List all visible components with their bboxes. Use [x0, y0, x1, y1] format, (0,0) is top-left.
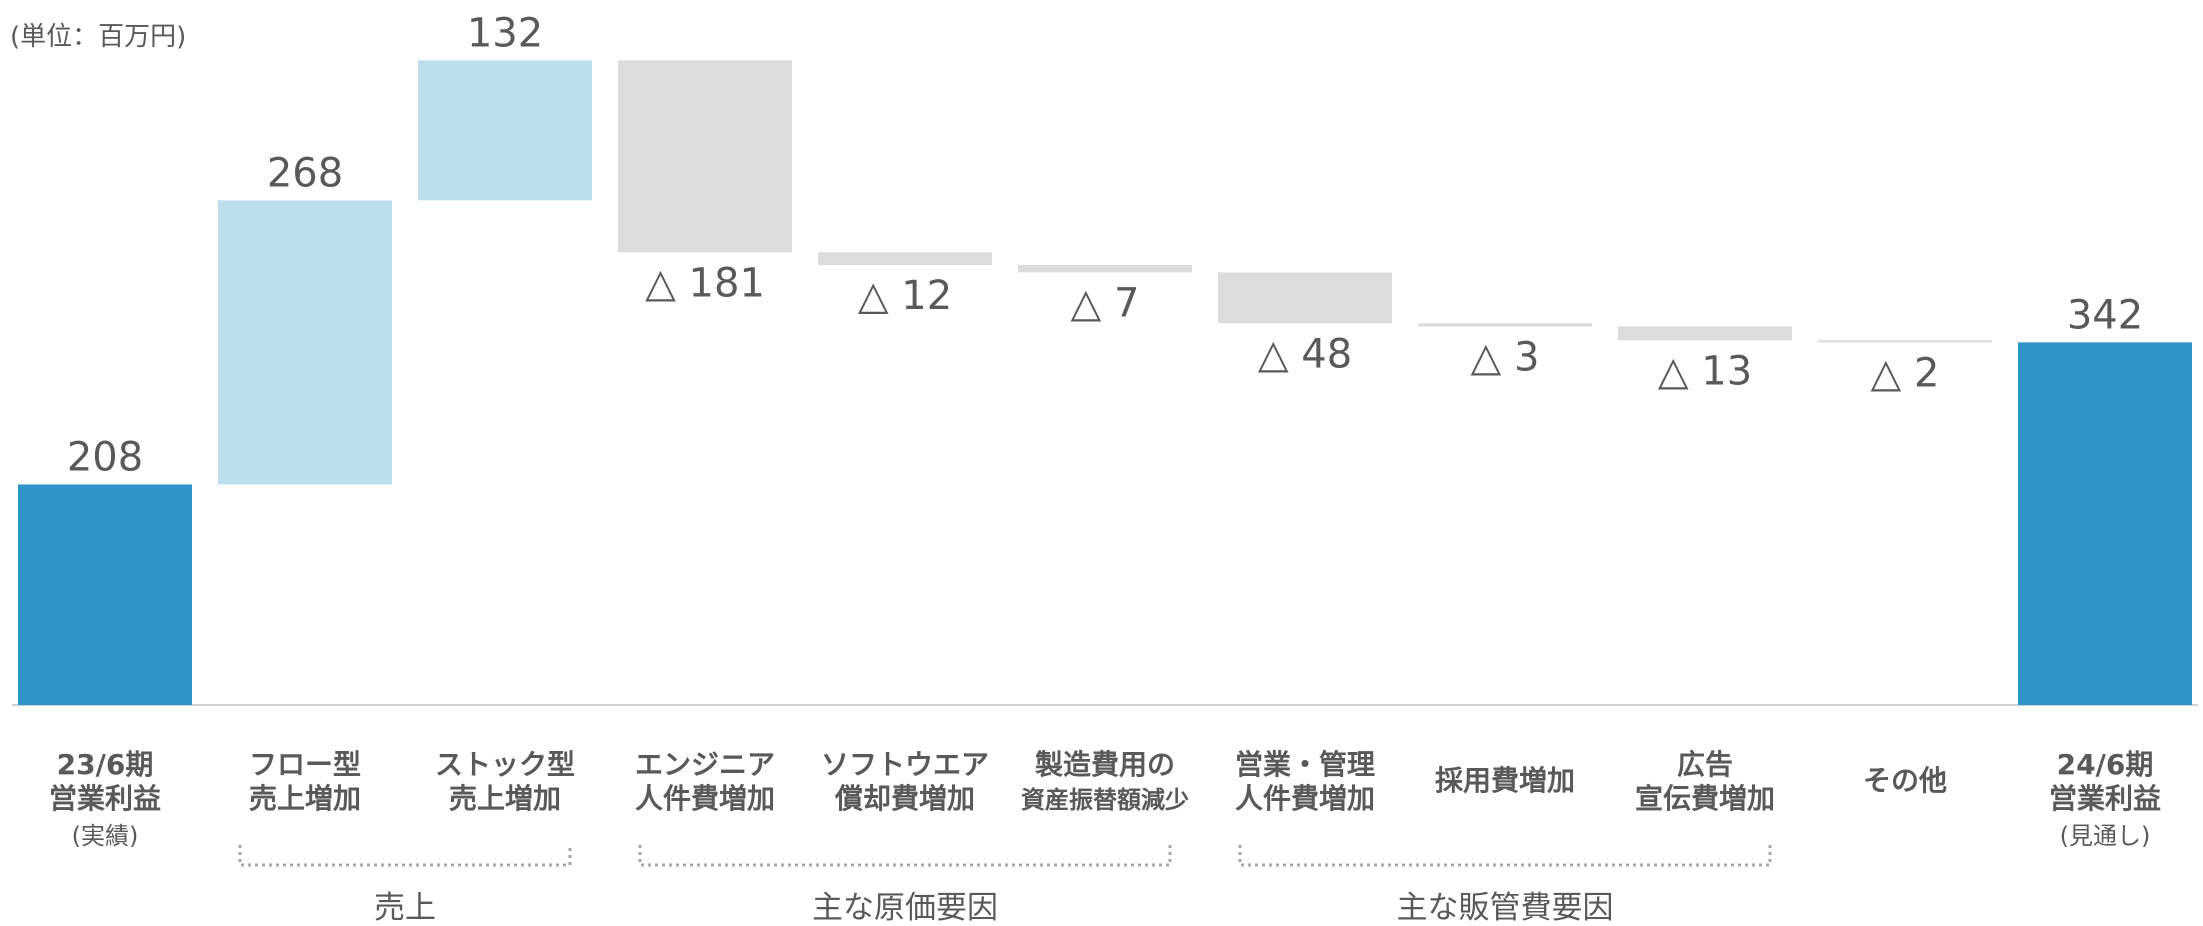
category-label-5-line-1: 資産振替額減少	[1021, 786, 1189, 814]
group-label-0: 売上	[374, 890, 436, 926]
category-label-7-line-0: 採用費増加	[1435, 764, 1575, 797]
category-label-1-line-1: 売上増加	[249, 782, 361, 815]
category-label-10-line-0: 24/6期	[2057, 748, 2154, 781]
value-label-6: △ 48	[1258, 331, 1352, 377]
category-label-8-line-1: 宣伝費増加	[1635, 782, 1775, 815]
bar-0	[18, 484, 192, 705]
category-label-4-line-0: ソフトウエア	[821, 748, 989, 781]
category-label-8-line-0: 広告	[1677, 748, 1733, 781]
category-label-0-line-0: 23/6期	[57, 748, 154, 781]
bar-6	[1218, 272, 1392, 324]
unit-label: (単位：百万円)	[10, 22, 187, 52]
category-sublabel-10: (見通し)	[2060, 822, 2151, 850]
category-label-9-line-0: その他	[1863, 764, 1947, 797]
bar-1	[218, 200, 392, 485]
value-label-4: △ 12	[858, 273, 952, 319]
category-label-4-line-1: 償却費増加	[834, 782, 975, 815]
category-label-6-line-0: 営業・管理	[1235, 748, 1375, 781]
bar-5	[1018, 264, 1192, 273]
category-label-5-line-0: 製造費用の	[1035, 748, 1175, 781]
bar-4	[818, 252, 992, 265]
category-label-2-line-1: 売上増加	[449, 782, 561, 815]
category-label-2-line-0: ストック型	[435, 748, 575, 781]
group-bracket-1	[638, 845, 1172, 867]
bar-8	[1618, 326, 1792, 341]
value-label-1: 268	[267, 150, 343, 196]
value-label-8: △ 13	[1658, 348, 1752, 394]
bar-3	[618, 60, 792, 253]
category-label-10-line-1: 営業利益	[2049, 782, 2161, 815]
group-label-1: 主な原価要因	[812, 890, 998, 926]
value-label-2: 132	[467, 10, 543, 56]
category-label-0-line-1: 営業利益	[49, 782, 161, 815]
category-label-3-line-0: エンジニア	[635, 748, 775, 781]
group-label-2: 主な販管費要因	[1397, 890, 1614, 926]
category-label-3-line-1: 人件費増加	[635, 782, 775, 815]
bar-7	[1418, 323, 1592, 327]
value-label-7: △ 3	[1471, 334, 1540, 380]
bar-2	[418, 60, 592, 201]
group-bracket-2	[1238, 845, 1772, 867]
bar-9	[1818, 340, 1992, 343]
value-label-3: △ 181	[645, 260, 765, 306]
value-label-9: △ 2	[1871, 350, 1940, 396]
category-label-6-line-1: 人件費増加	[1235, 782, 1375, 815]
bar-10	[2018, 342, 2192, 705]
category-sublabel-0: (実績)	[72, 822, 139, 850]
value-label-5: △ 7	[1071, 280, 1140, 326]
value-label-0: 208	[67, 434, 143, 480]
value-label-10: 342	[2067, 292, 2143, 338]
group-bracket-0	[238, 845, 572, 867]
category-label-1-line-0: フロー型	[249, 748, 361, 781]
